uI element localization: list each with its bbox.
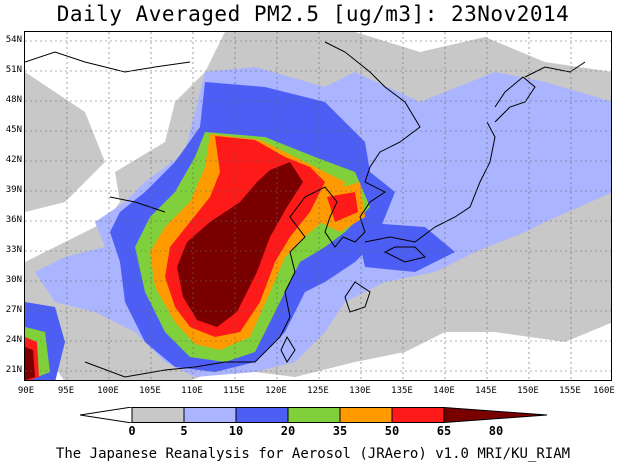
pm25-field (25, 32, 611, 380)
credit-line: The Japanese Reanalysis for Aerosol (JRA… (55, 446, 571, 462)
lon-label-155e: 155E (559, 386, 581, 396)
lon-label-120e: 120E (265, 386, 287, 396)
colorbar-label-50: 50 (384, 424, 400, 438)
colorbar-gray (131, 407, 185, 423)
contour-lightblue-east (465, 102, 611, 232)
colorbar-blue (235, 407, 289, 423)
colorbar-label-10: 10 (228, 424, 244, 438)
lat-label-33n: 33N (5, 245, 22, 255)
lat-label-48n: 48N (5, 95, 22, 105)
colorbar-label-20: 20 (280, 424, 296, 438)
lon-label-95e: 95E (57, 386, 75, 396)
map-title: Daily Averaged PM2.5 [ug/m3]: 23Nov2014 (56, 2, 570, 26)
lat-label-54n: 54N (5, 35, 22, 45)
graticule (25, 32, 611, 380)
contour-gray-west (25, 72, 105, 212)
colorbar-label-5: 5 (180, 424, 188, 438)
lon-label-145e: 145E (475, 386, 497, 396)
lon-label-130e: 130E (349, 386, 371, 396)
lat-label-51n: 51N (5, 65, 22, 75)
lat-label-42n: 42N (5, 155, 22, 165)
colorbar-label-80: 80 (488, 424, 504, 438)
contour-darkred (177, 162, 303, 327)
lon-label-115e: 115E (223, 386, 245, 396)
lon-label-90e: 90E (17, 386, 35, 396)
lon-label-150e: 150E (517, 386, 539, 396)
colorbar-label-35: 35 (332, 424, 348, 438)
colorbar-green (287, 407, 341, 423)
colorbar-label-65: 65 (436, 424, 452, 438)
lat-label-39n: 39N (5, 185, 22, 195)
lat-label-30n: 30N (5, 275, 22, 285)
colorbar-darkred (443, 407, 548, 423)
lon-label-135e: 135E (391, 386, 413, 396)
colorbar-red (391, 407, 445, 423)
contour-darkred-sw (25, 347, 35, 380)
lat-label-36n: 36N (5, 215, 22, 225)
lat-label-24n: 24N (5, 335, 22, 345)
lat-label-27n: 27N (5, 305, 22, 315)
lon-label-125e: 125E (307, 386, 329, 396)
coastlines (25, 41, 586, 378)
lat-label-45n: 45N (5, 125, 22, 135)
lon-label-105e: 105E (139, 386, 161, 396)
lon-label-110e: 110E (181, 386, 203, 396)
colorbar-white (80, 407, 133, 423)
lon-label-160e: 160E (593, 386, 615, 396)
pm25-map (24, 31, 612, 381)
lon-label-100e: 100E (97, 386, 119, 396)
colorbar (80, 407, 548, 423)
colorbar-label-0: 0 (128, 424, 136, 438)
lon-label-140e: 140E (433, 386, 455, 396)
colorbar-orange (339, 407, 393, 423)
lat-label-21n: 21N (5, 365, 22, 375)
colorbar-lightblue (183, 407, 237, 423)
